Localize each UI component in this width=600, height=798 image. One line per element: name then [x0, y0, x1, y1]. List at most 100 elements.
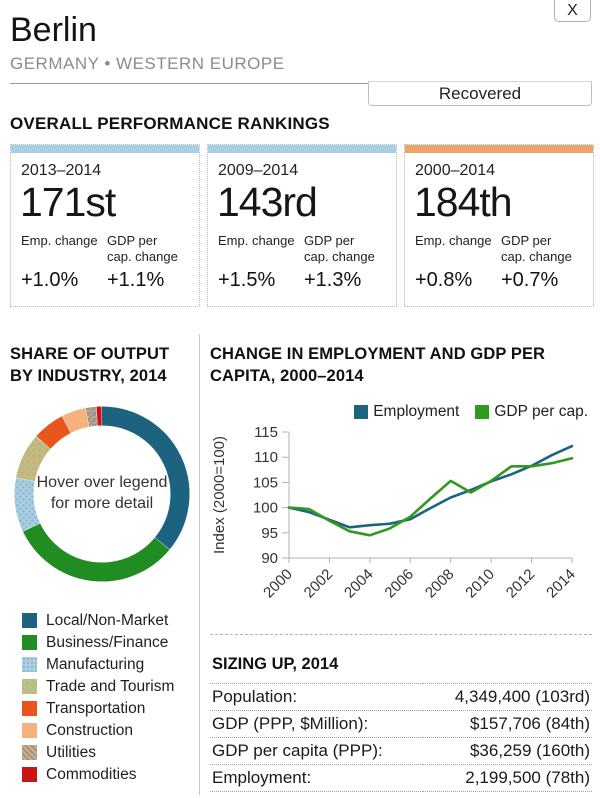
sizing-row-employment: Employment: 2,199,500 (78th)	[210, 764, 592, 792]
employment-swatch-icon	[354, 404, 369, 419]
business-finance-swatch-icon	[22, 635, 37, 651]
legend-item-trade-and-tourism[interactable]: Trade and Tourism	[10, 676, 199, 698]
region-subtitle: GERMANY • WESTERN EUROPE	[10, 54, 285, 74]
x-tick-label: 2012	[503, 566, 539, 602]
x-tick-label: 2006	[381, 566, 417, 602]
transportation-swatch-icon	[22, 701, 37, 717]
donut-svg	[14, 406, 190, 582]
card-accent-bar	[208, 145, 396, 154]
legend-item-manufacturing[interactable]: Manufacturing	[10, 654, 199, 676]
legend-label: Utilities	[46, 743, 96, 761]
donut-slice-trade-and-tourism[interactable]	[16, 436, 51, 482]
line-legend-label: GDP per cap.	[494, 402, 588, 420]
x-tick-label: 2010	[462, 566, 498, 602]
donut-slice-local-non-market[interactable]	[101, 406, 190, 550]
line-chart-title: CHANGE IN EMPLOYMENT AND GDP PER CAPITA,…	[210, 345, 546, 386]
y-tick-label: 90	[261, 550, 278, 567]
ranking-value: 143rd	[217, 179, 318, 226]
section-divider	[210, 633, 592, 635]
commodities-swatch-icon	[22, 767, 37, 783]
legend-label: Transportation	[46, 699, 146, 717]
sizing-value: 4,349,400 (103rd)	[422, 682, 592, 711]
sizing-value: $36,259 (160th)	[422, 737, 592, 765]
gdp-change-label: GDP per cap. change	[107, 233, 178, 264]
series-line-gdp-per-cap	[287, 456, 574, 537]
legend-item-construction[interactable]: Construction	[10, 720, 199, 742]
sizing-value: $157,706 (84th)	[422, 710, 592, 738]
manufacturing-swatch-icon	[22, 657, 37, 673]
close-button[interactable]: X	[554, 0, 591, 22]
legend-item-utilities[interactable]: Utilities	[10, 742, 199, 764]
series-line-employment	[287, 444, 574, 529]
sizing-label: GDP (PPP, $Million):	[210, 710, 423, 738]
y-tick-label: 95	[261, 525, 278, 542]
legend-label: Construction	[46, 721, 134, 739]
line-chart-legend: Employment GDP per cap.	[210, 403, 592, 421]
legend-label: Business/Finance	[46, 633, 169, 651]
ranking-value: 184th	[414, 179, 513, 226]
rankings-heading: OVERALL PERFORMANCE RANKINGS	[10, 114, 330, 134]
gdp-change-value: +1.3%	[304, 269, 362, 292]
legend-label: Local/Non-Market	[46, 611, 169, 629]
sizing-label: GDP per capita (PPP):	[210, 737, 423, 765]
sizing-row-population: Population: 4,349,400 (103rd)	[210, 682, 592, 711]
gdp-change-value: +0.7%	[501, 269, 559, 292]
main-panels: SHARE OF OUTPUT BY INDUSTRY, 2014 Hover …	[0, 334, 600, 796]
y-tick-label: 105	[253, 474, 278, 491]
donut-slice-utilities[interactable]	[85, 406, 98, 427]
recovery-status-button[interactable]: Recovered	[368, 81, 592, 106]
legend-item-business-finance[interactable]: Business/Finance	[10, 632, 199, 654]
donut-chart-title: SHARE OF OUTPUT BY INDUSTRY, 2014	[10, 345, 170, 386]
local-non-market-swatch-icon	[22, 613, 37, 629]
utilities-swatch-icon	[22, 745, 37, 761]
line-chart: Index (2000=100) 90 95 100 105 110 115 2000 2002…	[211, 424, 579, 602]
trends-panel: CHANGE IN EMPLOYMENT AND GDP PER CAPITA,…	[200, 334, 600, 795]
ranking-period: 2009–2014	[218, 162, 299, 180]
sizing-up-heading: SIZING UP, 2014	[212, 654, 339, 673]
card-accent-bar	[11, 145, 199, 154]
industry-panel: SHARE OF OUTPUT BY INDUSTRY, 2014 Hover …	[0, 334, 200, 796]
legend-item-transportation[interactable]: Transportation	[10, 698, 199, 720]
legend-item-commodities[interactable]: Commodities	[10, 764, 199, 786]
donut-slice-transportation[interactable]	[36, 416, 71, 449]
emp-change-value: +0.8%	[415, 269, 473, 292]
line-legend-label: Employment	[373, 402, 460, 420]
legend-label: Manufacturing	[46, 655, 145, 673]
emp-change-value: +1.0%	[21, 269, 79, 292]
legend-label: Commodities	[46, 765, 137, 783]
x-tick-label: 2008	[422, 566, 458, 602]
donut-slice-manufacturing[interactable]	[14, 477, 41, 532]
emp-change-label: Emp. change	[415, 233, 492, 249]
sizing-label: Employment:	[210, 764, 423, 792]
header: Berlin GERMANY • WESTERN EUROPE	[0, 0, 600, 85]
donut-slice-construction[interactable]	[62, 408, 90, 434]
page-title: Berlin	[10, 11, 97, 49]
line-legend-employment: Employment	[354, 403, 459, 421]
donut-slice-business-finance[interactable]	[23, 523, 170, 582]
ranking-card-2000-2014: 2000–2014 184th Emp. change +0.8% GDP pe…	[404, 144, 594, 308]
y-axis-label: Index (2000=100)	[211, 436, 228, 554]
ranking-period: 2013–2014	[21, 162, 102, 180]
x-tick-label: 2004	[341, 566, 377, 602]
sizing-up-table: Population: 4,349,400 (103rd) GDP (PPP, $M…	[210, 682, 592, 792]
sizing-row-gdp-ppp-million: GDP (PPP, $Million): $157,706 (84th)	[210, 710, 592, 738]
x-tick-label: 2002	[301, 566, 337, 602]
ranking-card-2013-2014: 2013–2014 171st Emp. change +1.0% GDP pe…	[10, 144, 200, 308]
gdp-change-value: +1.1%	[107, 269, 165, 292]
industry-donut-chart: Hover over legend for more detail	[10, 402, 194, 586]
ranking-cards: 2013–2014 171st Emp. change +1.0% GDP pe…	[0, 144, 600, 308]
sizing-value: 2,199,500 (78th)	[422, 764, 592, 792]
donut-hover-note: Hover over legend for more detail	[36, 473, 168, 512]
trade-and-tourism-swatch-icon	[22, 679, 37, 695]
card-accent-bar	[405, 145, 593, 154]
y-tick-label: 115	[254, 424, 278, 441]
x-tick-label: 2014	[543, 566, 579, 602]
gdp-per-cap-swatch-icon	[475, 404, 490, 419]
sizing-label: Population:	[210, 682, 423, 711]
gdp-change-label: GDP per cap. change	[501, 233, 572, 264]
legend-item-local-non-market[interactable]: Local/Non-Market	[10, 610, 199, 632]
line-legend-gdp-per-cap: GDP per cap.	[475, 403, 588, 421]
sizing-row-gdp-per-capita-ppp: GDP per capita (PPP): $36,259 (160th)	[210, 737, 592, 765]
ranking-value: 171st	[20, 179, 116, 226]
gdp-change-label: GDP per cap. change	[304, 233, 375, 264]
